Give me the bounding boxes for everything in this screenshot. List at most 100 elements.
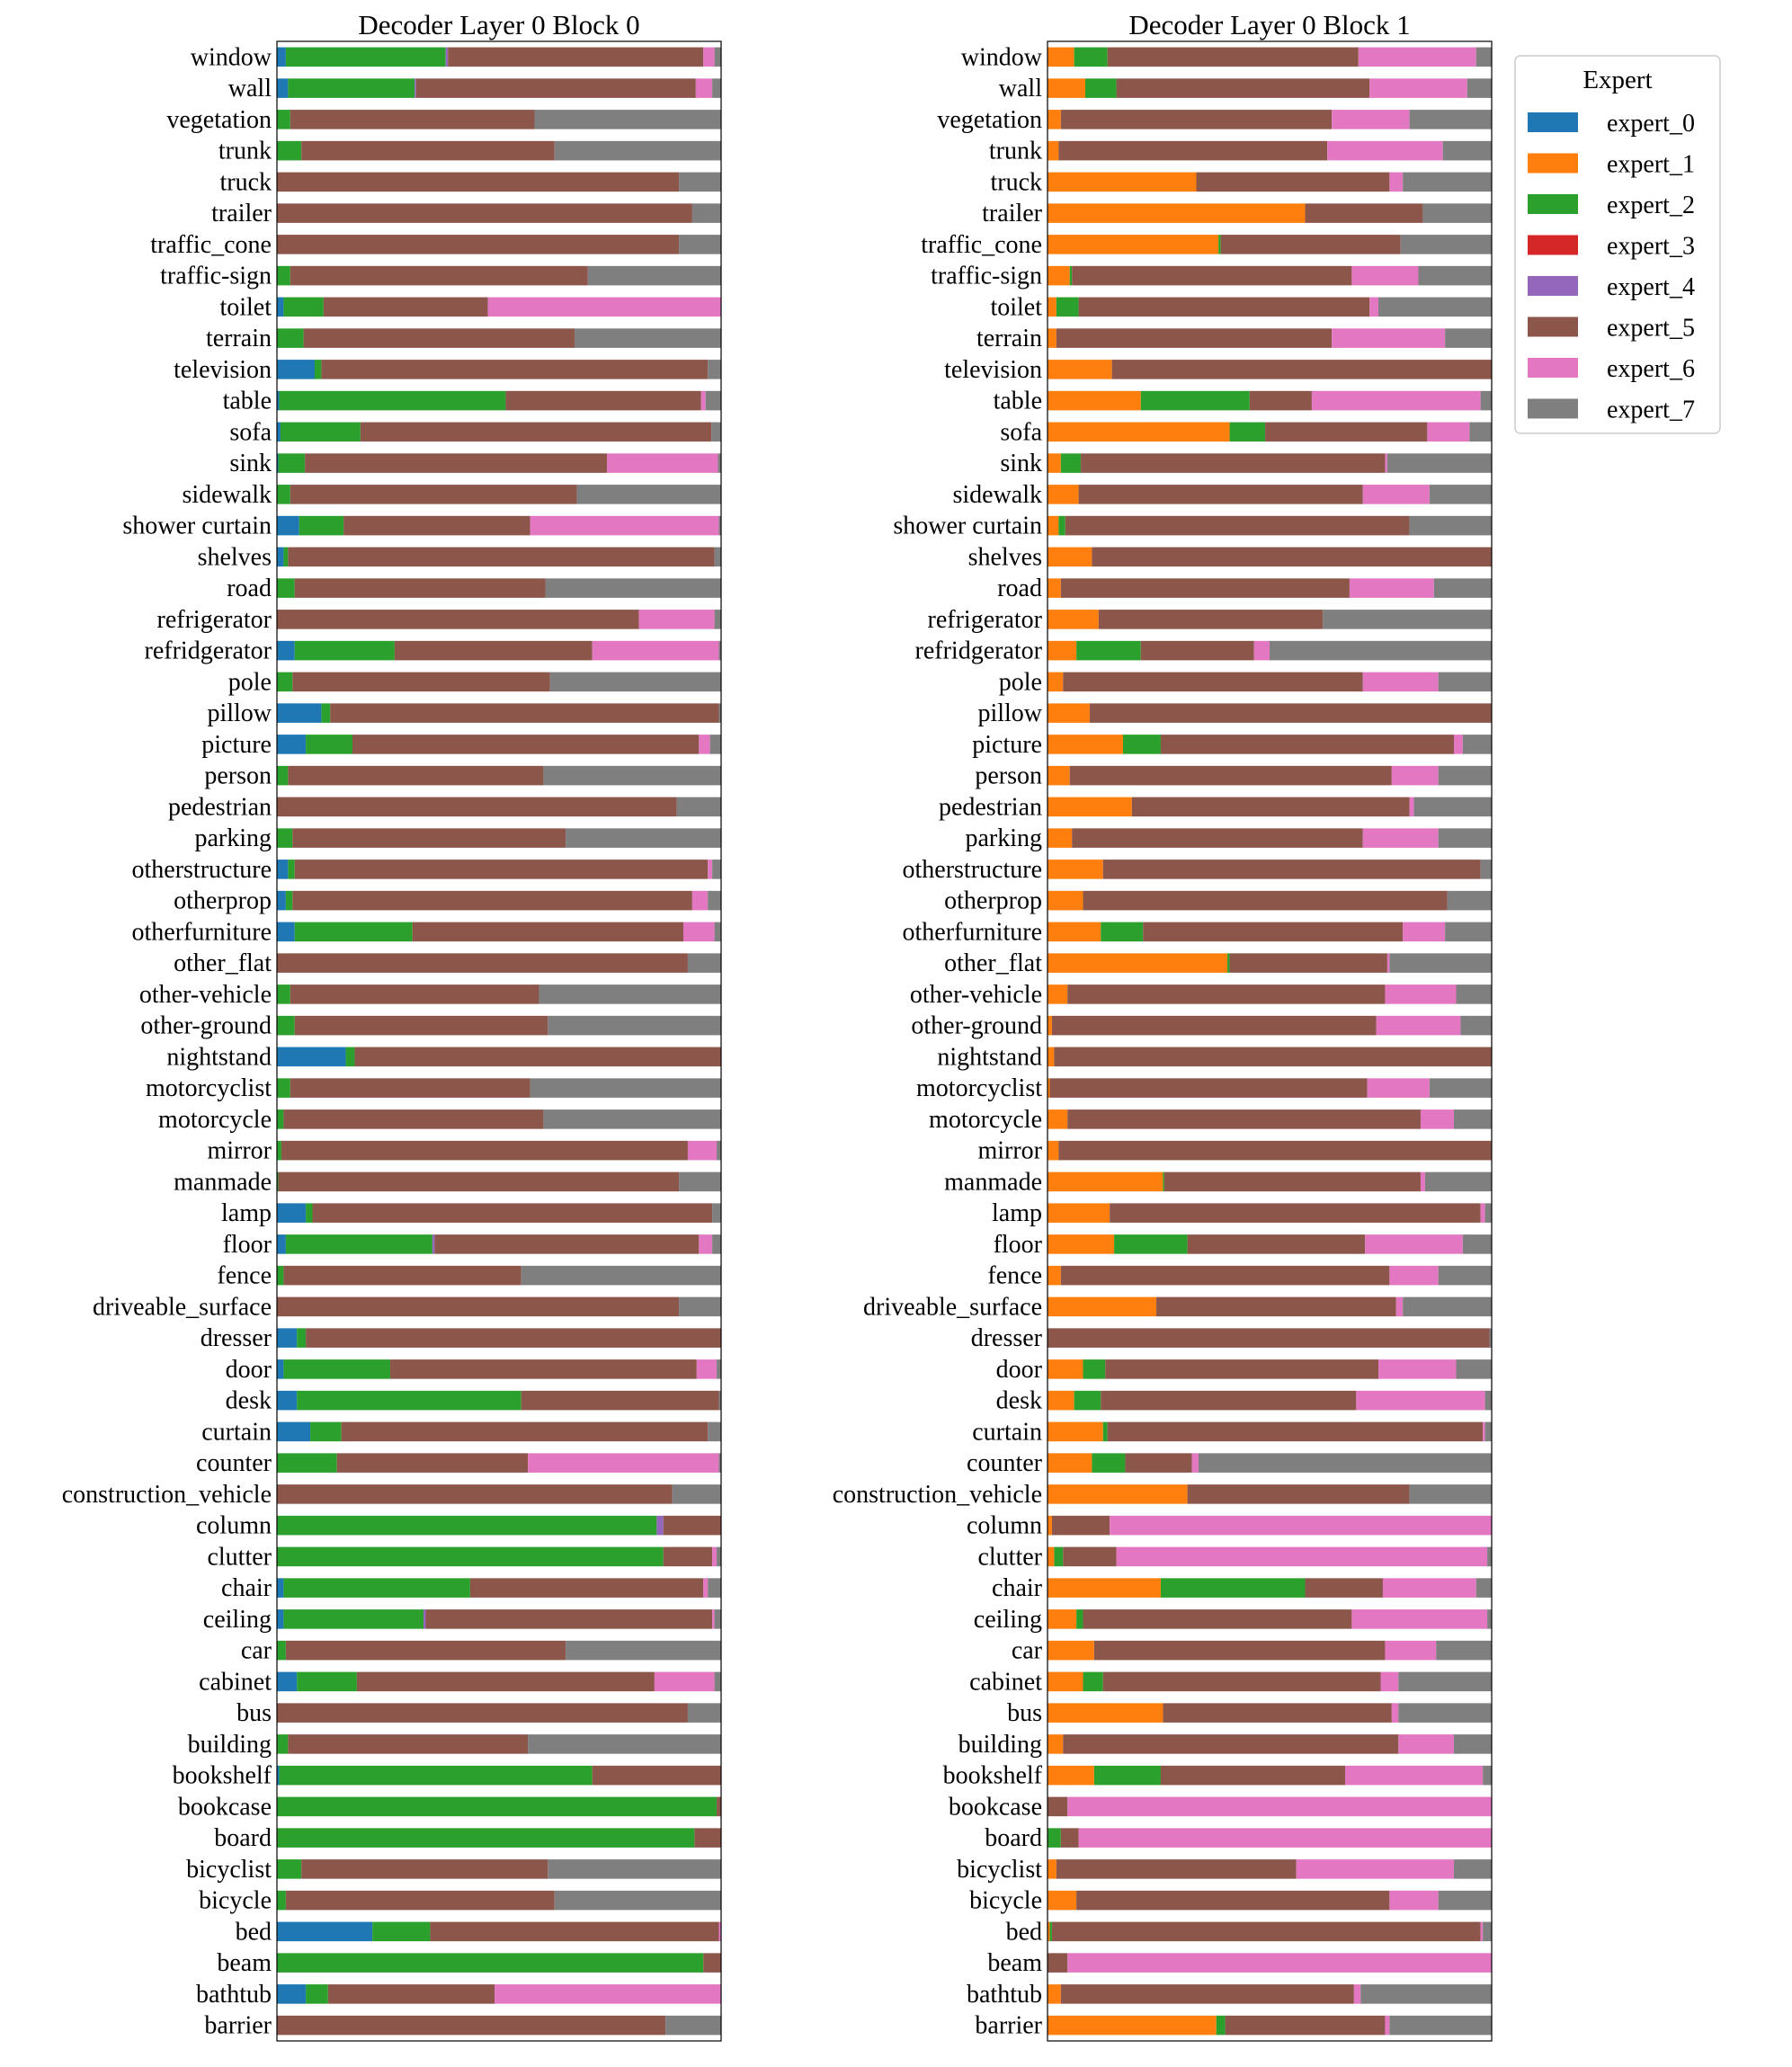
bar-segment-expert_7: [714, 610, 721, 629]
bar-segment-expert_1: [1048, 297, 1056, 317]
bar-segment-expert_7: [1360, 1984, 1492, 2004]
bar-segment-expert_4: [432, 1234, 435, 1254]
bar-segment-expert_7: [574, 328, 721, 348]
bar-segment-expert_6: [1116, 1546, 1488, 1567]
bar-segment-expert_7: [665, 2015, 721, 2036]
bar-segment-expert_6: [1362, 672, 1439, 692]
bar-segment-expert_7: [712, 860, 721, 879]
bar-segment-expert_7: [1476, 47, 1492, 67]
bar-segment-expert_5: [430, 1921, 719, 1942]
bar-segment-expert_7: [1447, 890, 1492, 911]
bar-segment-expert_5: [663, 1546, 713, 1567]
bar-segment-expert_7: [1476, 1578, 1492, 1598]
bar-segment-expert_2: [277, 1640, 286, 1661]
bar-segment-expert_5: [1102, 860, 1481, 879]
bar-segment-expert_5: [448, 47, 704, 67]
bar-segment-expert_5: [1048, 1796, 1068, 1817]
category-label: table: [223, 388, 272, 415]
category-label: wall: [999, 75, 1042, 102]
category-label: clutter: [207, 1543, 272, 1571]
bar-segment-expert_1: [1048, 1984, 1061, 2004]
bar-segment-expert_5: [434, 1234, 700, 1254]
bar-segment-expert_1: [1048, 1578, 1161, 1598]
bar-segment-expert_5: [305, 453, 608, 473]
bar-segment-expert_6: [1078, 1828, 1492, 1848]
bar-segment-expert_2: [277, 828, 293, 848]
bar-segment-expert_7: [1438, 765, 1492, 786]
bar-segment-expert_5: [1048, 1953, 1068, 1973]
bar-segment-expert_7: [1484, 1203, 1492, 1223]
bar-segment-expert_5: [1220, 235, 1401, 254]
legend-swatch-expert_0: [1528, 112, 1578, 132]
category-label: other-vehicle: [139, 981, 272, 1009]
category-label: traffic_cone: [150, 231, 272, 259]
bar-segment-expert_5: [343, 515, 530, 536]
category-label: refrigerator: [157, 606, 272, 634]
category-label: floor: [994, 1231, 1043, 1259]
bar-segment-expert_0: [277, 922, 295, 942]
bar-segment-expert_5: [469, 1578, 704, 1598]
bar-segment-expert_1: [1048, 1890, 1077, 1911]
bar-segment-expert_5: [285, 1640, 566, 1661]
category-label: toilet: [990, 293, 1042, 321]
category-label: construction_vehicle: [62, 1481, 272, 1509]
category-label: fence: [217, 1262, 272, 1290]
bar-segment-expert_7: [717, 1546, 721, 1567]
bar-segment-expert_7: [554, 1890, 721, 1911]
bar-segment-expert_5: [290, 265, 588, 286]
bar-segment-expert_5: [1051, 1921, 1481, 1942]
bar-segment-expert_4: [656, 1515, 664, 1536]
bar-segment-expert_6: [1327, 140, 1443, 161]
bar-segment-expert_7: [708, 1421, 721, 1442]
bar-segment-expert_0: [277, 1203, 307, 1223]
bar-segment-expert_5: [285, 1890, 555, 1911]
bar-segment-expert_1: [1048, 140, 1059, 161]
bar-segment-expert_2: [1084, 78, 1117, 98]
bar-segment-expert_5: [1072, 265, 1352, 286]
bar-segment-expert_2: [1122, 735, 1161, 754]
bar-segment-expert_2: [277, 1015, 295, 1036]
bar-segment-expert_0: [277, 297, 284, 317]
bar-segment-expert_7: [1454, 1859, 1492, 1879]
bar-segment-expert_2: [310, 1421, 342, 1442]
bar-segment-expert_6: [1191, 1453, 1199, 1473]
bar-segment-expert_6: [638, 610, 715, 629]
category-label: bus: [236, 1699, 272, 1727]
bar-segment-expert_2: [277, 485, 290, 504]
bar-segment-expert_7: [714, 1609, 721, 1629]
bar-segment-expert_7: [1429, 485, 1492, 504]
bar-segment-expert_7: [708, 360, 721, 379]
bar-segment-expert_2: [1083, 1359, 1106, 1379]
bar-segment-expert_7: [718, 515, 721, 536]
bar-segment-expert_1: [1048, 47, 1074, 67]
bar-segment-expert_7: [687, 953, 721, 973]
bar-segment-expert_7: [1454, 1109, 1492, 1129]
bar-segment-expert_7: [543, 1109, 721, 1129]
category-label: otherfurniture: [132, 918, 272, 946]
bar-segment-expert_5: [301, 140, 555, 161]
category-label: shower curtain: [122, 512, 272, 540]
bar-segment-expert_2: [321, 703, 331, 723]
bar-segment-expert_2: [283, 547, 289, 567]
bar-segment-expert_6: [530, 515, 719, 536]
bar-segment-expert_6: [700, 390, 706, 411]
category-label: trunk: [989, 138, 1042, 165]
category-label: manmade: [944, 1168, 1042, 1196]
category-label: beam: [217, 1949, 272, 1977]
category-label: truck: [219, 168, 272, 196]
bar-segment-expert_0: [277, 453, 279, 473]
panel-title: Decoder Layer 0 Block 1: [1128, 9, 1410, 40]
bar-segment-expert_5: [278, 1172, 680, 1192]
bar-segment-expert_2: [1076, 1609, 1083, 1629]
bar-segment-expert_0: [277, 360, 315, 379]
bar-segment-expert_1: [1048, 1047, 1055, 1067]
bar-segment-expert_6: [1398, 1734, 1455, 1754]
category-label: nightstand: [937, 1043, 1042, 1071]
category-label: wall: [228, 75, 272, 102]
bar-segment-expert_1: [1048, 890, 1083, 911]
bar-segment-expert_5: [1058, 1140, 1492, 1161]
category-label: road: [997, 575, 1042, 602]
bar-segment-expert_2: [285, 890, 293, 911]
panel-block-0: Decoder Layer 0 Block 0 window wall vegetat…: [62, 9, 722, 2042]
bar-segment-expert_5: [1054, 1047, 1492, 1067]
